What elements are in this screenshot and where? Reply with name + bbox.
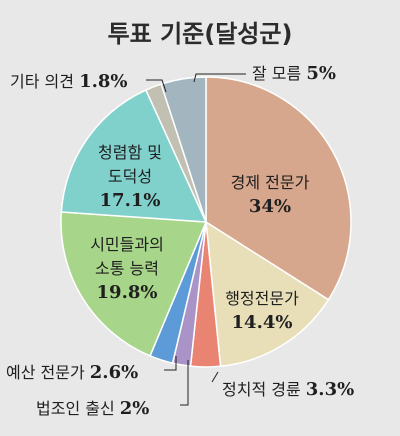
pie-slice-1 [205,220,330,368]
slice-value-6: 17.1% [100,190,161,211]
slice-label-5-name-0: 시민들과의 [90,235,164,254]
pie-slices [60,76,352,368]
slice-value-1: 14.4% [232,312,293,333]
pie-slice-6 [60,89,208,223]
slice-label-3: 법조인 출신 2% [36,398,149,419]
slice-label-6-name-0: 청렴함 및 [98,143,162,162]
slice-label-5-name-1: 소통 능력 [95,259,159,278]
leader-line-4 [164,356,177,371]
pie-slice-5 [60,211,208,357]
chart-title: 투표 기준(달성군) [108,20,293,48]
leader-line-2 [211,371,219,383]
slice-label-2: 정치적 경륜 3.3% [222,379,354,400]
leader-line-3 [180,360,189,406]
slice-value-0: 34% [249,196,291,217]
slice-label-6-name-1: 도덕성 [108,167,152,186]
slice-label-1-name-0: 행정전문가 [225,289,299,308]
leader-line-8 [193,73,246,83]
leader-lines [146,73,246,406]
leader-line-7 [146,79,167,93]
slice-label-8: 잘 모름 5% [252,63,336,84]
slice-label-0-name-0: 경제 전문가 [231,173,310,192]
slice-label-4: 예산 전문가 2.6% [6,362,138,383]
pie-slice-0 [205,76,352,301]
slice-labels: 경제 전문가 34% 행정전문가 14.4% 정치적 경륜 3.3% 법조인 출신 2% 예… [6,63,354,419]
slice-label-7: 기타 의견 1.8% [10,71,127,92]
pie-slice-8 [160,76,207,223]
slice-value-5: 19.8% [97,282,158,303]
